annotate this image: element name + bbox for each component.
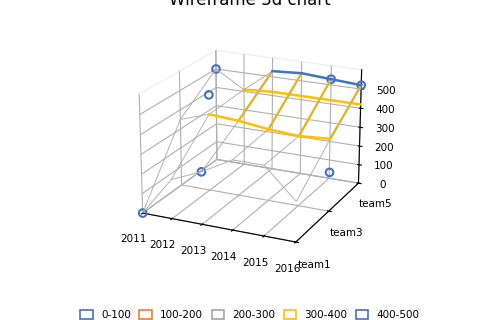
Legend: 0-100, 100-200, 200-300, 300-400, 400-500: 0-100, 100-200, 200-300, 300-400, 400-50… [77,307,423,320]
Title: Wireframe 3d chart: Wireframe 3d chart [169,0,331,9]
